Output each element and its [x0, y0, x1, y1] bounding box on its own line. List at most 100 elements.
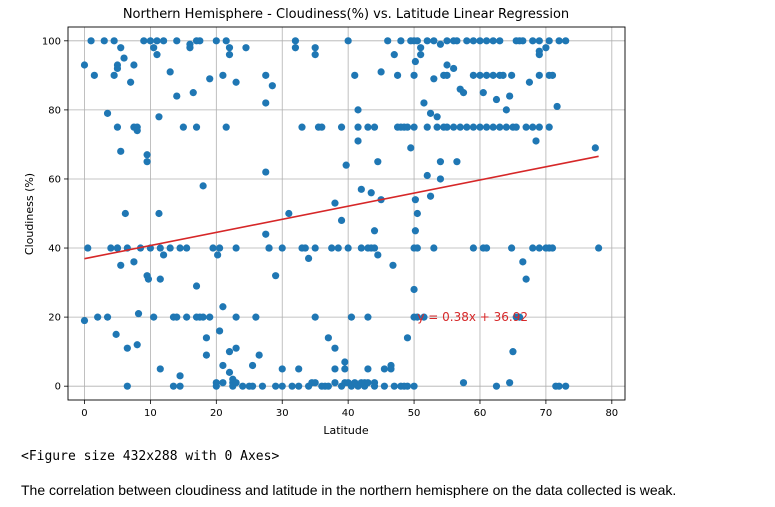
data-point — [212, 37, 220, 45]
data-point — [492, 95, 501, 104]
data-point — [413, 244, 421, 252]
data-point — [127, 78, 135, 86]
data-point — [248, 382, 257, 390]
data-point — [248, 361, 257, 370]
data-point — [535, 244, 543, 252]
x-tick-label: 20 — [210, 408, 223, 419]
data-point — [496, 37, 504, 45]
x-tick-label: 70 — [540, 408, 553, 419]
scatter-plot: Northern Hemisphere - Cloudiness(%) vs. … — [23, 7, 626, 437]
data-point — [443, 123, 451, 131]
chart-title: Northern Hemisphere - Cloudiness(%) vs. … — [123, 7, 569, 22]
data-point — [377, 68, 385, 76]
data-point — [423, 37, 431, 45]
data-point — [318, 123, 326, 131]
data-point — [216, 327, 224, 335]
data-point — [84, 244, 92, 252]
data-point — [522, 275, 530, 283]
data-point — [150, 44, 158, 52]
data-point — [502, 123, 510, 131]
data-point — [123, 382, 131, 390]
data-point — [334, 244, 342, 252]
data-point — [113, 64, 122, 73]
data-point — [117, 44, 125, 52]
data-point — [222, 37, 230, 45]
data-point — [410, 285, 418, 294]
data-point — [463, 37, 471, 45]
data-point — [262, 71, 270, 79]
data-point — [268, 82, 276, 90]
data-point — [453, 37, 461, 45]
data-point — [278, 365, 286, 373]
data-point — [489, 37, 497, 45]
data-point — [450, 64, 458, 73]
data-point — [133, 127, 141, 135]
data-point — [380, 382, 389, 390]
y-tick-label: 20 — [48, 313, 61, 324]
data-point — [482, 123, 491, 131]
data-point — [548, 244, 557, 252]
data-point — [225, 44, 234, 52]
data-point — [512, 123, 520, 131]
data-point — [113, 123, 122, 131]
data-point — [120, 54, 128, 62]
data-point — [420, 99, 428, 107]
data-point — [328, 244, 336, 252]
data-point — [403, 123, 412, 131]
data-point — [341, 358, 349, 366]
data-point — [364, 379, 372, 387]
data-point — [342, 161, 350, 169]
data-point — [370, 123, 379, 131]
data-point — [225, 348, 234, 356]
data-point — [311, 44, 319, 52]
data-point — [529, 123, 537, 131]
data-point — [255, 351, 263, 359]
data-point — [387, 365, 395, 373]
data-point — [482, 244, 491, 252]
data-point — [430, 75, 438, 83]
y-tick-label: 40 — [48, 244, 61, 255]
data-point — [502, 106, 510, 114]
data-point — [242, 44, 250, 52]
analysis-caption: The correlation between cloudiness and l… — [21, 482, 677, 498]
data-point — [591, 144, 599, 152]
data-point — [476, 37, 484, 45]
data-point — [94, 313, 102, 321]
data-point — [225, 51, 234, 59]
figure-size-output: <Figure size 432x288 with 0 Axes> — [21, 449, 280, 464]
data-point — [140, 37, 148, 45]
data-point — [443, 71, 451, 79]
data-point — [183, 244, 191, 252]
x-tick-label: 30 — [276, 408, 289, 419]
data-point — [209, 244, 217, 252]
data-point — [169, 382, 178, 390]
data-point — [156, 365, 164, 373]
data-point — [206, 313, 214, 321]
data-point — [291, 37, 300, 45]
y-tick-label: 80 — [48, 105, 61, 116]
data-point — [344, 244, 352, 252]
data-point — [515, 313, 524, 321]
data-point — [199, 182, 207, 190]
data-point — [410, 382, 418, 390]
data-point — [117, 147, 125, 155]
data-point — [499, 71, 507, 79]
data-point — [123, 344, 131, 352]
data-point — [117, 261, 125, 269]
y-tick-label: 0 — [55, 382, 61, 393]
data-point — [110, 71, 118, 79]
data-point — [179, 123, 187, 131]
data-point — [532, 137, 540, 145]
x-tick-label: 40 — [342, 408, 355, 419]
data-point — [80, 316, 89, 325]
data-point — [545, 123, 553, 131]
data-point — [506, 379, 514, 387]
data-point — [144, 275, 153, 283]
data-point — [535, 37, 543, 45]
data-point — [436, 158, 445, 166]
data-point — [489, 71, 497, 79]
data-point — [354, 106, 362, 114]
data-point — [153, 37, 161, 45]
data-point — [103, 313, 112, 321]
y-tick-label: 60 — [48, 174, 61, 185]
